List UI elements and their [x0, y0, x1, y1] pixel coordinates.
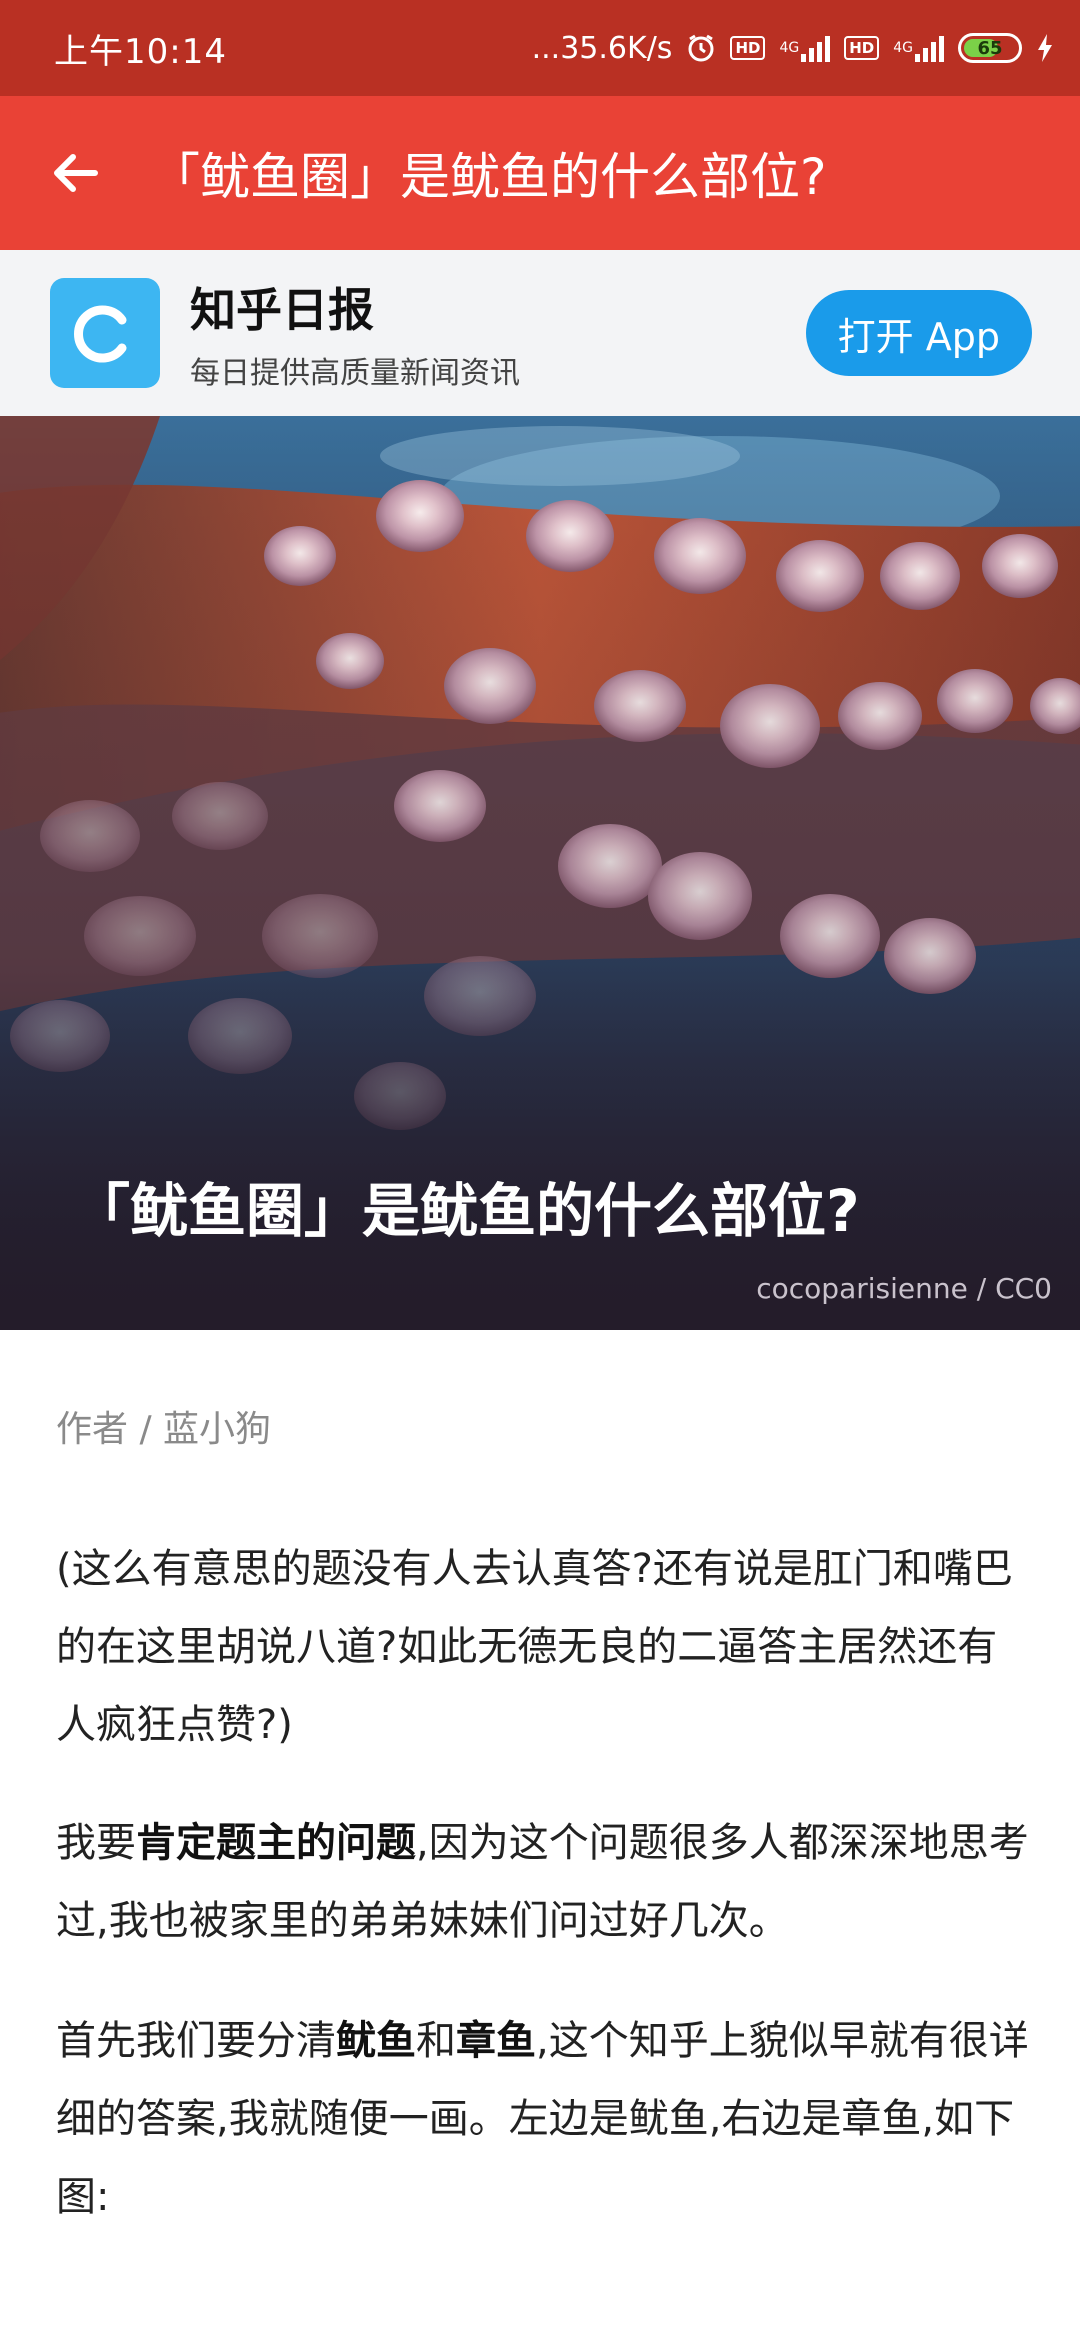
hd-icon-2: HD: [844, 36, 880, 60]
p2-text-a: 我要: [56, 1820, 136, 1866]
image-credit: cocoparisienne / CC0: [756, 1272, 1052, 1305]
zhihu-daily-logo-icon: [50, 278, 160, 388]
p2-text-c: ,因为这个问题很多人都深深地思考过,我也被家里的弟弟妹妹们问过好几次。: [56, 1820, 1029, 1944]
hd-icon: HD: [730, 36, 766, 60]
open-app-button[interactable]: 打开 App: [805, 290, 1032, 376]
article-paragraph-2: 我要肯定题主的问题,因为这个问题很多人都深深地思考过,我也被家里的弟弟妹妹们问过…: [56, 1804, 1036, 1960]
banner-tagline: 每日提供高质量新闻资讯: [190, 356, 520, 391]
battery-fill: [964, 39, 998, 57]
banner-app-name: 知乎日报: [190, 283, 374, 337]
network-speed: ...35.6K/s: [531, 30, 673, 66]
p3-text-a: 首先我们要分清: [56, 2018, 336, 2064]
p3-bold-squid: 鱿鱼: [336, 2018, 416, 2064]
charging-icon: [1036, 33, 1054, 63]
status-time: 上午10:14: [54, 31, 227, 72]
signal-4g-icon: 4G: [779, 34, 831, 62]
p2-bold: 肯定题主的问题: [136, 1820, 416, 1866]
p3-bold-octopus: 章鱼: [456, 2018, 536, 2064]
article-author: 作者 / 蓝小狗: [56, 1409, 272, 1450]
alarm-icon: [686, 33, 716, 63]
article-paragraph-3: 首先我们要分清鱿鱼和章鱼,这个知乎上貌似早就有很详细的答案,我就随便一画。左边是…: [56, 2002, 1036, 2236]
status-bar: 上午10:14 ...35.6K/s HD 4G HD 4G 65: [0, 0, 1080, 96]
battery-level: 65: [977, 37, 1003, 59]
banner-text: 知乎日报 每日提供高质量新闻资讯: [190, 274, 520, 392]
article-paragraph-1: (这么有意思的题没有人去认真答?还有说是肛门和嘴巴的在这里胡说八道?如此无德无良…: [56, 1546, 1013, 1748]
p3-text-e: ,这个知乎上貌似早就有很详细的答案,我就随便一画。左边是鱿鱼,右边是章鱼,如下图…: [56, 2018, 1029, 2220]
back-button[interactable]: [0, 96, 150, 250]
page-title: 「鱿鱼圈」是鱿鱼的什么部位?: [150, 148, 827, 206]
hero-title: 「鱿鱼圈」是鱿鱼的什么部位?: [72, 1177, 860, 1245]
app-bar: 「鱿鱼圈」是鱿鱼的什么部位?: [0, 96, 1080, 250]
battery-icon: 65: [958, 33, 1022, 63]
p3-text-c: 和: [416, 2018, 456, 2064]
octopus-photo: [0, 416, 1080, 1330]
status-icons: ...35.6K/s HD 4G HD 4G 65: [532, 31, 1054, 66]
signal-4g-icon-2: 4G: [893, 34, 944, 62]
app-promo-banner: 知乎日报 每日提供高质量新闻资讯 打开 App: [0, 250, 1080, 416]
network-type-label-2: 4G: [893, 40, 913, 56]
network-type-label: 4G: [779, 40, 800, 56]
back-arrow-icon: [54, 154, 98, 192]
hero-image: 「鱿鱼圈」是鱿鱼的什么部位? cocoparisienne / CC0: [0, 416, 1080, 1330]
